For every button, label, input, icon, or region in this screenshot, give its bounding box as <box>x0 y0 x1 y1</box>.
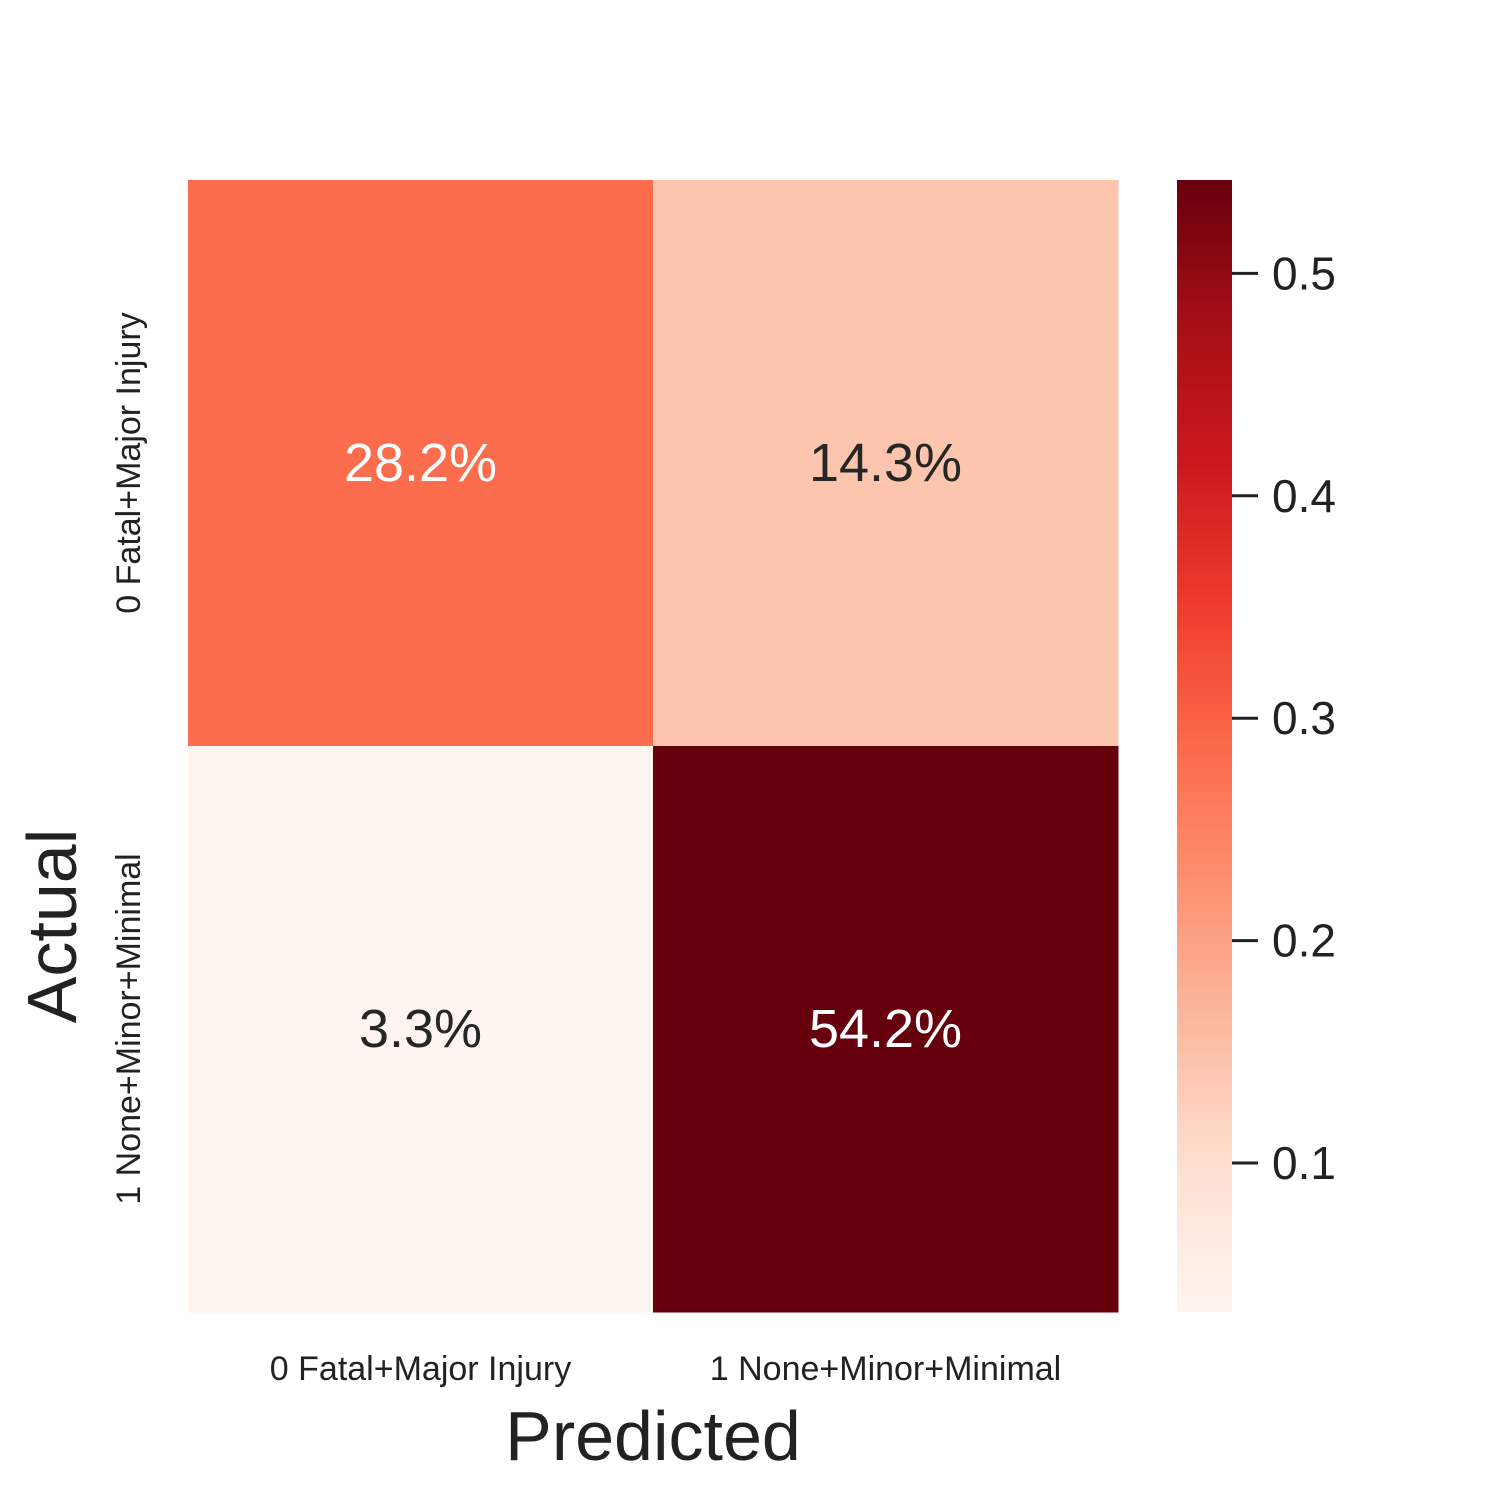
x-tick-label: 0 Fatal+Major Injury <box>270 1350 571 1388</box>
y-tick-label: 1 None+Minor+Minimal <box>110 853 148 1205</box>
colorbar-tick-label: 0.5 <box>1272 247 1336 299</box>
x-tick-label: 1 None+Minor+Minimal <box>710 1350 1062 1388</box>
x-tick-labels: 0 Fatal+Major Injury 1 None+Minor+Minimal <box>270 1350 1061 1388</box>
heatmap-cell-1-0 <box>188 746 654 1313</box>
colorbar-ticks: 0.1 0.2 0.3 0.4 0.5 <box>1232 247 1336 1189</box>
colorbar-tick-label: 0.1 <box>1272 1137 1336 1189</box>
colorbar-tick-label: 0.2 <box>1272 915 1336 967</box>
cell-value-label: 3.3% <box>359 999 482 1059</box>
heatmap-cell-1-1 <box>653 746 1119 1313</box>
heatmap-cell-0-0 <box>188 180 654 747</box>
cell-value-label: 14.3% <box>809 433 962 493</box>
y-axis-title: Actual <box>13 829 91 1024</box>
heatmap-cells: 28.2% 14.3% 3.3% 54.2% <box>188 180 1119 1313</box>
cell-value-label: 28.2% <box>344 433 497 493</box>
cell-value-label: 54.2% <box>809 999 962 1059</box>
colorbar <box>1177 180 1232 1312</box>
x-axis-title: Predicted <box>505 1397 801 1475</box>
y-tick-label: 0 Fatal+Major Injury <box>110 312 148 613</box>
heatmap-cell-0-1 <box>653 180 1119 747</box>
colorbar-tick-label: 0.3 <box>1272 692 1336 744</box>
colorbar-tick-label: 0.4 <box>1272 470 1336 522</box>
y-tick-labels: 0 Fatal+Major Injury 1 None+Minor+Minimal <box>110 312 148 1204</box>
